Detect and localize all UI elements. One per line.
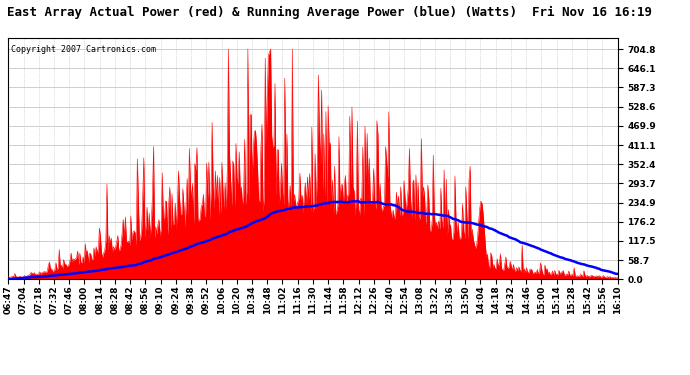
Text: East Array Actual Power (red) & Running Average Power (blue) (Watts)  Fri Nov 16: East Array Actual Power (red) & Running … xyxy=(7,6,652,19)
Text: Copyright 2007 Cartronics.com: Copyright 2007 Cartronics.com xyxy=(11,45,157,54)
